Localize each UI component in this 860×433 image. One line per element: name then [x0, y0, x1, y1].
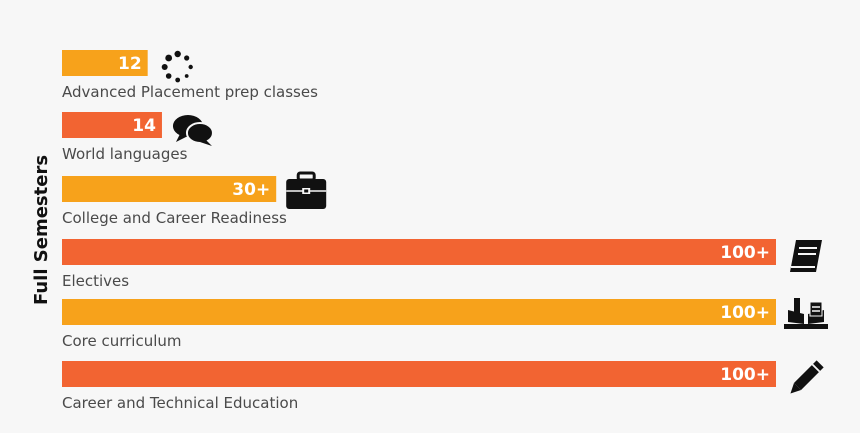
category-label: College and Career Readiness [62, 209, 287, 227]
y-axis-label: Full Semesters [31, 155, 52, 305]
bar-world-languages [62, 112, 162, 138]
bar-value-label: 100+ [720, 243, 770, 263]
bar-value-label: 100+ [720, 303, 770, 323]
bar-college-and-career-readiness [62, 176, 277, 202]
bar-core-curriculum [62, 299, 776, 325]
loading-spinner-icon [161, 50, 193, 83]
bar-value-label: 14 [132, 116, 156, 136]
bar-electives [62, 239, 776, 265]
category-label: Electives [62, 272, 129, 290]
bar-value-label: 30+ [232, 180, 270, 200]
bar-career-and-technical-education [62, 361, 776, 387]
open-book-icon [784, 298, 828, 329]
bar-value-label: 100+ [720, 365, 770, 385]
bar-advanced-placement-prep-classes [62, 50, 148, 76]
book-icon [790, 240, 822, 272]
bar-value-label: 12 [118, 54, 142, 74]
speech-bubbles-icon [172, 115, 214, 146]
bars-group: 12 Advanced Placement prep classes 14 World… [62, 50, 828, 412]
category-label: Core curriculum [62, 332, 182, 350]
category-label: World languages [62, 145, 188, 163]
briefcase-icon [286, 171, 327, 209]
category-label: Career and Technical Education [62, 394, 298, 412]
category-label: Advanced Placement prep classes [62, 83, 318, 101]
